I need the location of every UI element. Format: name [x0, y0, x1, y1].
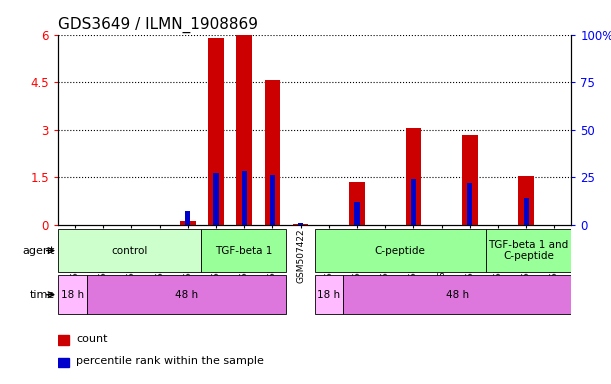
- Bar: [87, 275, 286, 314]
- Bar: [213, 173, 219, 225]
- Bar: [241, 171, 247, 225]
- Bar: [518, 175, 534, 225]
- Bar: [293, 224, 309, 225]
- Bar: [58, 358, 69, 367]
- Text: 18 h: 18 h: [317, 290, 340, 300]
- Bar: [58, 229, 200, 272]
- Text: 18 h: 18 h: [60, 290, 84, 300]
- Bar: [315, 275, 343, 314]
- Bar: [208, 38, 224, 225]
- Text: percentile rank within the sample: percentile rank within the sample: [76, 356, 265, 366]
- Bar: [315, 229, 486, 272]
- Bar: [298, 223, 303, 225]
- Bar: [349, 182, 365, 225]
- Bar: [236, 35, 252, 225]
- Text: 48 h: 48 h: [445, 290, 469, 300]
- Text: TGF-beta 1: TGF-beta 1: [214, 245, 272, 256]
- Text: 48 h: 48 h: [175, 290, 198, 300]
- Bar: [270, 175, 275, 225]
- Bar: [462, 135, 478, 225]
- Bar: [354, 202, 359, 225]
- Bar: [524, 198, 529, 225]
- Text: agent: agent: [23, 245, 55, 256]
- Text: time: time: [30, 290, 55, 300]
- Text: count: count: [76, 334, 108, 344]
- Bar: [58, 335, 69, 345]
- Text: GDS3649 / ILMN_1908869: GDS3649 / ILMN_1908869: [58, 17, 258, 33]
- Text: C-peptide: C-peptide: [375, 245, 426, 256]
- Bar: [411, 179, 416, 225]
- Bar: [406, 128, 421, 225]
- Bar: [185, 211, 190, 225]
- Text: TGF-beta 1 and
C-peptide: TGF-beta 1 and C-peptide: [488, 240, 569, 262]
- Bar: [200, 229, 286, 272]
- Bar: [58, 275, 87, 314]
- Bar: [467, 183, 472, 225]
- Bar: [265, 81, 280, 225]
- Bar: [486, 229, 571, 272]
- Bar: [180, 221, 196, 225]
- Text: control: control: [111, 245, 147, 256]
- Bar: [343, 275, 571, 314]
